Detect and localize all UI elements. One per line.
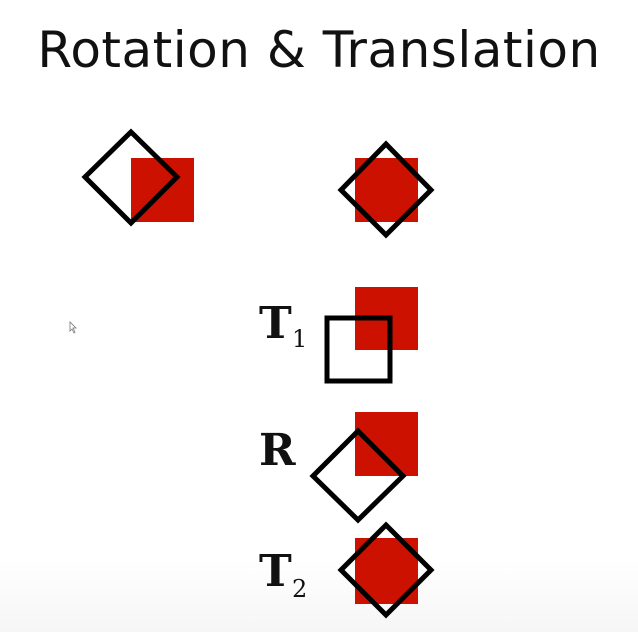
rotated-outline-square (337, 140, 435, 239)
mouse-cursor-icon (69, 321, 77, 334)
slide-title: Rotation & Translation (37, 21, 601, 79)
rotated-outline-square (309, 427, 407, 524)
translated-outline-square (324, 315, 393, 384)
red-square (355, 412, 418, 476)
rotated-outline-square (337, 521, 435, 619)
step-subscript-t2: 2 (292, 575, 307, 603)
step-label-t2: T (259, 546, 292, 597)
step-subscript-t1: 1 (292, 325, 307, 353)
step-label-t1: T (259, 298, 292, 349)
rotated-outline-square (81, 128, 181, 227)
step-label-r: R (259, 425, 296, 476)
